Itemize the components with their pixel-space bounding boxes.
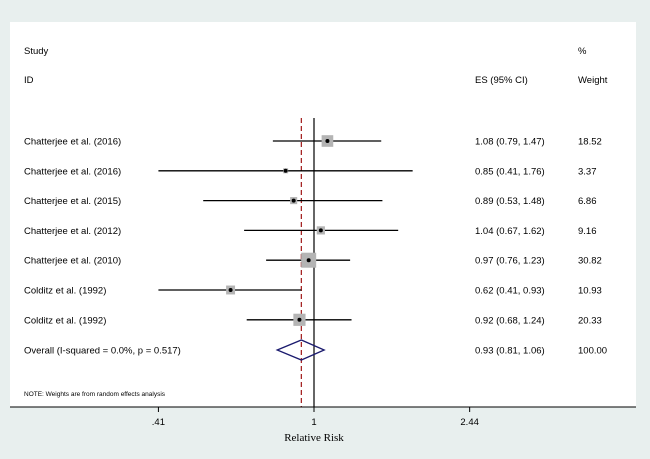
- study-weight-text: 9.16: [578, 226, 597, 237]
- study-label: Chatterjee et al. (2015): [24, 196, 121, 207]
- overall-weight-text: 100.00: [578, 346, 607, 357]
- plot-panel: [10, 22, 636, 407]
- study-weight-text: 10.93: [578, 286, 602, 297]
- x-tick-label: .41: [152, 417, 165, 428]
- study-row: Chatterjee et al. (2010) 0.97 (0.76, 1.23…: [24, 252, 602, 268]
- study-es-text: 0.85 (0.41, 1.76): [475, 166, 545, 177]
- study-label: Chatterjee et al. (2012): [24, 226, 121, 237]
- overall-label: Overall (I-squared = 0.0%, p = 0.517): [24, 346, 181, 357]
- study-row: Colditz et al. (1992) 0.62 (0.41, 0.93) 10…: [24, 286, 602, 297]
- header-study: Study: [24, 46, 49, 57]
- study-weight-text: 6.86: [578, 196, 597, 207]
- study-row: Chatterjee et al. (2015) 0.89 (0.53, 1.48…: [24, 196, 597, 207]
- study-label: Colditz et al. (1992): [24, 286, 106, 297]
- study-es-text: 0.62 (0.41, 0.93): [475, 286, 545, 297]
- header-percent: %: [578, 46, 587, 57]
- x-axis-label: Relative Risk: [284, 432, 344, 444]
- study-label: Chatterjee et al. (2016): [24, 137, 121, 148]
- study-weight-text: 3.37: [578, 166, 597, 177]
- study-es-text: 1.04 (0.67, 1.62): [475, 226, 545, 237]
- study-row: Chatterjee et al. (2016) 1.08 (0.79, 1.47…: [24, 135, 602, 148]
- header-id: ID: [24, 75, 34, 86]
- study-point-estimate: [297, 317, 302, 322]
- plot-marks: Chatterjee et al. (2016) 1.08 (0.79, 1.47…: [24, 118, 607, 407]
- overall-row: Overall (I-squared = 0.0%, p = 0.517) 0.9…: [24, 339, 607, 361]
- study-point-estimate: [306, 258, 311, 263]
- x-tick-label: 2.44: [460, 417, 479, 428]
- study-es-text: 0.97 (0.76, 1.23): [475, 256, 545, 267]
- study-point-estimate: [318, 228, 323, 233]
- study-point-estimate: [228, 288, 233, 292]
- study-point-estimate: [291, 198, 296, 203]
- study-row: Chatterjee et al. (2016) 0.85 (0.41, 1.76…: [24, 166, 597, 177]
- study-point-estimate: [283, 168, 288, 173]
- study-weight-text: 30.82: [578, 256, 602, 267]
- study-row: Chatterjee et al. (2012) 1.04 (0.67, 1.62…: [24, 226, 597, 237]
- x-tick-label: 1: [311, 417, 316, 428]
- study-weight-text: 20.33: [578, 315, 602, 326]
- x-axis-ticks: .41 1 2.44: [152, 407, 479, 428]
- study-point-estimate: [325, 139, 330, 143]
- study-label: Colditz et al. (1992): [24, 315, 106, 326]
- overall-es-text: 0.93 (0.81, 1.06): [475, 346, 545, 357]
- overall-diamond: [275, 339, 326, 361]
- study-weight-text: 18.52: [578, 137, 602, 148]
- note-text: NOTE: Weights are from random effects an…: [24, 391, 166, 398]
- header-weight: Weight: [578, 75, 608, 86]
- study-es-text: 1.08 (0.79, 1.47): [475, 137, 545, 148]
- header-es: ES (95% CI): [475, 75, 528, 86]
- study-es-text: 0.89 (0.53, 1.48): [475, 196, 545, 207]
- study-es-text: 0.92 (0.68, 1.24): [475, 315, 545, 326]
- study-label: Chatterjee et al. (2016): [24, 166, 121, 177]
- study-label: Chatterjee et al. (2010): [24, 256, 121, 267]
- study-row: Colditz et al. (1992) 0.92 (0.68, 1.24) 20…: [24, 313, 602, 326]
